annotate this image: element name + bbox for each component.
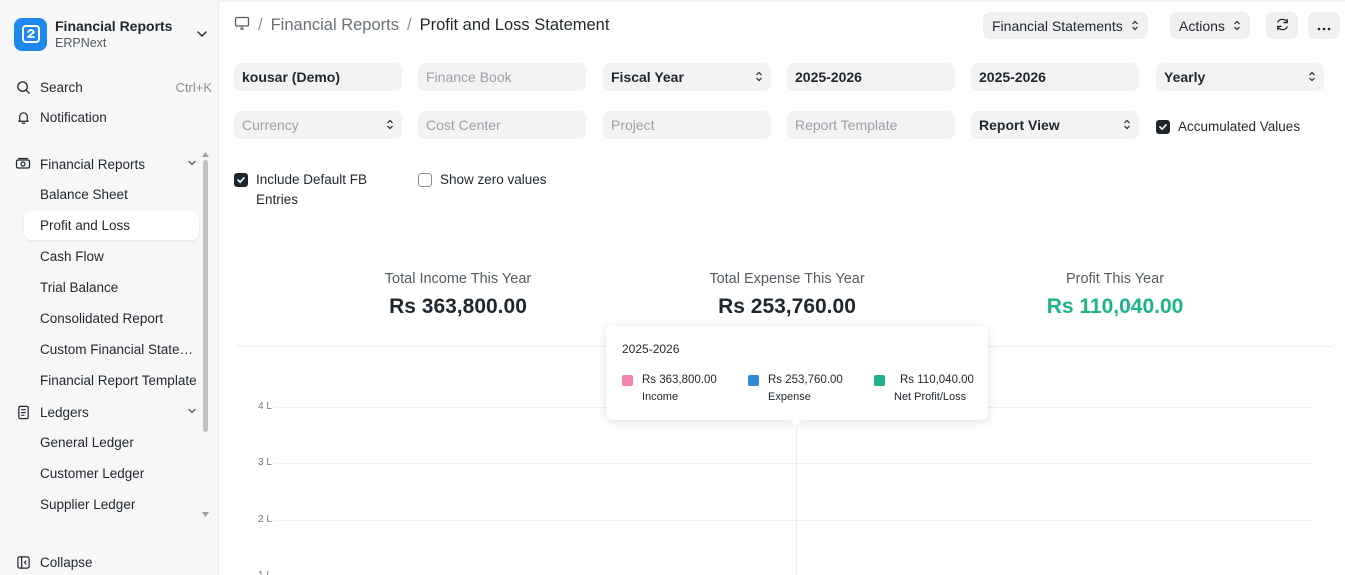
group-label: Ledgers [40, 404, 89, 420]
summary-income: Total Income This Year Rs 363,800.00 [308, 271, 608, 319]
updown-icon [1123, 117, 1131, 133]
updown-icon [1131, 18, 1139, 34]
view-select[interactable]: Report View [971, 111, 1139, 139]
include-default-fb-checkbox[interactable]: Include Default FB Entries [234, 170, 394, 210]
sidebar-group-ledgers[interactable]: Ledgers [14, 398, 212, 426]
group-label: Financial Reports [40, 156, 146, 172]
actions-button[interactable]: Actions [1170, 12, 1250, 39]
tooltip-title: 2025-2026 [622, 342, 680, 356]
grid-line [274, 520, 1314, 521]
summary-profit: Profit This Year Rs 110,040.00 [965, 271, 1265, 319]
sidebar-item-profit-and-loss[interactable]: Profit and Loss [24, 211, 199, 240]
sidebar-scrollbar[interactable] [201, 152, 209, 518]
collapse-icon [14, 553, 32, 571]
sidebar-item-consolidated-report[interactable]: Consolidated Report [40, 311, 164, 326]
updown-icon [1308, 69, 1316, 85]
legend-swatch-expense [748, 375, 759, 386]
company-field[interactable]: kousar (Demo) [234, 63, 402, 91]
updown-icon [1233, 18, 1241, 34]
breadcrumb-parent[interactable]: Financial Reports [270, 15, 399, 34]
sidebar-notification[interactable]: Notification [14, 103, 212, 131]
refresh-icon [1275, 17, 1290, 35]
breadcrumb: / Financial Reports / Profit and Loss St… [234, 14, 609, 36]
summary-expense: Total Expense This Year Rs 253,760.00 [637, 271, 937, 319]
show-zero-values-checkbox[interactable]: Show zero values [418, 170, 547, 190]
scrollbar-thumb[interactable] [203, 160, 208, 432]
app-subtitle: ERPNext [55, 36, 107, 50]
y-tick-label: 1 L [258, 570, 272, 575]
checkbox-checked-icon[interactable] [1156, 120, 1170, 134]
sidebar-collapse-button[interactable]: Collapse [14, 548, 212, 575]
more-menu-button[interactable] [1308, 12, 1340, 39]
cost-center-field[interactable]: Cost Center [418, 111, 586, 139]
collapse-label: Collapse [40, 554, 93, 570]
search-shortcut: Ctrl+K [175, 79, 212, 95]
y-tick-label: 4 L [258, 401, 272, 412]
hover-line [796, 425, 797, 575]
sidebar-group-financial-reports[interactable]: Financial Reports [14, 150, 212, 178]
expense-value: Rs 253,760.00 [718, 295, 856, 318]
app-logo-icon [14, 17, 47, 51]
sidebar-search[interactable]: Search Ctrl+K [14, 73, 212, 101]
profit-value: Rs 110,040.00 [1046, 295, 1184, 318]
currency-select[interactable]: Currency [234, 111, 402, 139]
periodicity-select[interactable]: Yearly [1156, 63, 1324, 91]
bell-icon [14, 108, 32, 126]
accumulated-values-checkbox[interactable]: Accumulated Values [1156, 117, 1300, 137]
page-title: Profit and Loss Statement [419, 15, 610, 34]
filter-based-on-select[interactable]: Fiscal Year [603, 63, 771, 91]
search-label: Search [40, 79, 83, 95]
search-icon [14, 78, 32, 96]
app-title: Financial Reports [55, 18, 173, 34]
sidebar-item-supplier-ledger[interactable]: Supplier Ledger [40, 497, 136, 512]
project-field[interactable]: Project [603, 111, 771, 139]
report-template-field[interactable]: Report Template [787, 111, 955, 139]
ledger-icon [14, 403, 32, 421]
checkbox-checked-icon[interactable] [234, 173, 248, 187]
income-value: Rs 363,800.00 [389, 295, 527, 318]
sidebar-item-custom-financial-statement[interactable]: Custom Financial Statement [40, 342, 199, 357]
chart-tooltip: 2025-2026 Rs 363,800.00 Income Rs 253,76… [606, 326, 988, 426]
sidebar-item-financial-report-template[interactable]: Financial Report Template [40, 373, 197, 388]
legend-swatch-profit [874, 375, 885, 386]
y-tick-label: 3 L [258, 457, 272, 468]
sidebar-item-balance-sheet[interactable]: Balance Sheet [40, 187, 128, 202]
more-icon [1317, 18, 1331, 34]
money-icon [14, 155, 32, 173]
sidebar-item-general-ledger[interactable]: General Ledger [40, 435, 134, 450]
refresh-button[interactable] [1266, 12, 1298, 39]
chevron-down-icon [194, 26, 210, 42]
financial-statements-button[interactable]: Financial Statements [983, 12, 1148, 39]
updown-icon [755, 69, 763, 85]
grid-line [274, 463, 1314, 464]
to-fiscal-year-field[interactable]: 2025-2026 [971, 63, 1139, 91]
checkbox-unchecked-icon[interactable] [418, 173, 432, 187]
sidebar-item-customer-ledger[interactable]: Customer Ledger [40, 466, 145, 481]
sidebar: Financial Reports ERPNext Search Ctrl+K … [0, 0, 219, 575]
chevron-down-icon [186, 405, 198, 420]
legend-swatch-income [622, 375, 633, 386]
updown-icon [386, 117, 394, 133]
app-switcher[interactable]: Financial Reports ERPNext [14, 14, 210, 54]
chevron-down-icon [186, 157, 198, 172]
from-fiscal-year-field[interactable]: 2025-2026 [787, 63, 955, 91]
sidebar-item-trial-balance[interactable]: Trial Balance [40, 280, 119, 295]
notification-label: Notification [40, 109, 107, 125]
y-tick-label: 2 L [258, 514, 272, 525]
monitor-icon[interactable] [234, 15, 250, 36]
sidebar-item-cash-flow[interactable]: Cash Flow [40, 249, 104, 264]
finance-book-field[interactable]: Finance Book [418, 63, 586, 91]
